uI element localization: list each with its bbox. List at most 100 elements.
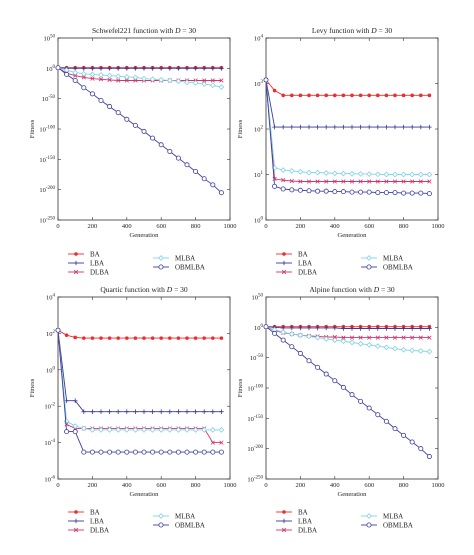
y-tick-label: 102 xyxy=(46,330,56,338)
data-point xyxy=(366,326,372,331)
series-line xyxy=(57,67,222,81)
data-point xyxy=(349,179,355,184)
data-point xyxy=(158,142,164,148)
data-point xyxy=(426,348,433,355)
data-point xyxy=(298,179,303,184)
legend-marker xyxy=(158,264,164,270)
data-point xyxy=(132,74,139,81)
data-point xyxy=(289,187,295,193)
data-point xyxy=(210,66,216,71)
data-point xyxy=(81,75,86,80)
data-point xyxy=(175,449,181,455)
data-point xyxy=(358,124,363,130)
legend-marker xyxy=(366,522,372,528)
y-tick-label: 10-150 xyxy=(39,156,55,164)
data-point xyxy=(202,78,207,83)
data-point xyxy=(219,409,224,414)
data-point xyxy=(80,425,87,432)
data-point xyxy=(141,427,147,433)
data-point xyxy=(167,449,173,455)
data-point xyxy=(272,124,277,130)
data-point xyxy=(201,449,207,455)
x-tick-label: 600 xyxy=(156,482,166,489)
data-point xyxy=(193,66,198,71)
data-point xyxy=(124,78,129,83)
data-point xyxy=(288,331,295,337)
data-point xyxy=(401,93,406,98)
data-point xyxy=(116,336,120,340)
data-point xyxy=(185,336,189,340)
data-point xyxy=(99,336,103,340)
legend-marker xyxy=(282,510,286,514)
data-point xyxy=(132,122,138,128)
data-point xyxy=(184,409,190,414)
y-tick-label: 1050 xyxy=(44,35,56,43)
data-point xyxy=(418,179,423,184)
data-point xyxy=(176,66,181,71)
data-point xyxy=(167,66,173,71)
x-tick-label: 400 xyxy=(122,482,132,489)
data-point xyxy=(384,326,389,331)
data-point xyxy=(89,449,95,455)
data-point xyxy=(383,190,389,196)
data-point xyxy=(116,78,121,83)
data-point xyxy=(315,93,320,98)
data-point xyxy=(107,66,112,71)
data-point xyxy=(272,330,278,336)
data-point xyxy=(332,325,338,331)
data-point xyxy=(107,336,112,340)
data-point xyxy=(289,178,294,184)
data-point xyxy=(307,93,311,98)
data-point xyxy=(357,171,364,177)
data-point xyxy=(409,124,415,130)
data-point xyxy=(280,167,287,173)
data-point xyxy=(340,384,346,390)
data-point xyxy=(150,409,155,414)
legend-label: DLBA xyxy=(298,269,317,277)
legend-label: OBMLBA xyxy=(175,264,205,272)
legend-marker xyxy=(281,518,287,524)
data-point xyxy=(141,449,147,455)
data-point xyxy=(132,427,139,433)
chart-title: Quartic function with D = 30 xyxy=(100,285,188,294)
data-point xyxy=(201,176,207,182)
y-tick-label: 100 xyxy=(254,217,264,225)
data-point xyxy=(167,148,173,154)
data-point xyxy=(349,335,355,340)
data-point xyxy=(201,66,207,71)
data-point xyxy=(115,73,122,80)
x-axis-label: Generation xyxy=(338,491,368,498)
data-point xyxy=(123,427,130,433)
data-point xyxy=(219,336,224,340)
chart-panel: Alpine function with D = 30 0 200 400 600 800… xyxy=(237,285,445,535)
data-point xyxy=(401,179,406,184)
x-tick-label: 0 xyxy=(56,223,59,230)
data-point xyxy=(211,336,215,340)
data-point xyxy=(150,66,155,71)
legend-label: MLBA xyxy=(175,513,195,521)
legend-label: DLBA xyxy=(298,527,317,535)
y-tick-label: 101 xyxy=(254,171,264,179)
data-point xyxy=(280,124,286,130)
data-point xyxy=(392,426,398,432)
data-point xyxy=(298,124,303,130)
data-point xyxy=(349,124,355,130)
data-point xyxy=(106,427,113,433)
data-point xyxy=(72,69,79,76)
data-point xyxy=(210,78,215,83)
data-point xyxy=(332,179,337,184)
data-point xyxy=(401,432,407,438)
data-point xyxy=(218,427,225,433)
data-point xyxy=(280,337,286,343)
x-tick-label: 600 xyxy=(364,223,374,230)
data-point xyxy=(133,409,138,414)
data-point xyxy=(349,326,355,331)
data-point xyxy=(315,179,320,184)
data-point xyxy=(392,124,398,130)
x-tick-label: 800 xyxy=(399,223,409,230)
data-point xyxy=(272,88,277,93)
series-obmlba xyxy=(55,327,224,455)
data-point xyxy=(341,93,346,98)
